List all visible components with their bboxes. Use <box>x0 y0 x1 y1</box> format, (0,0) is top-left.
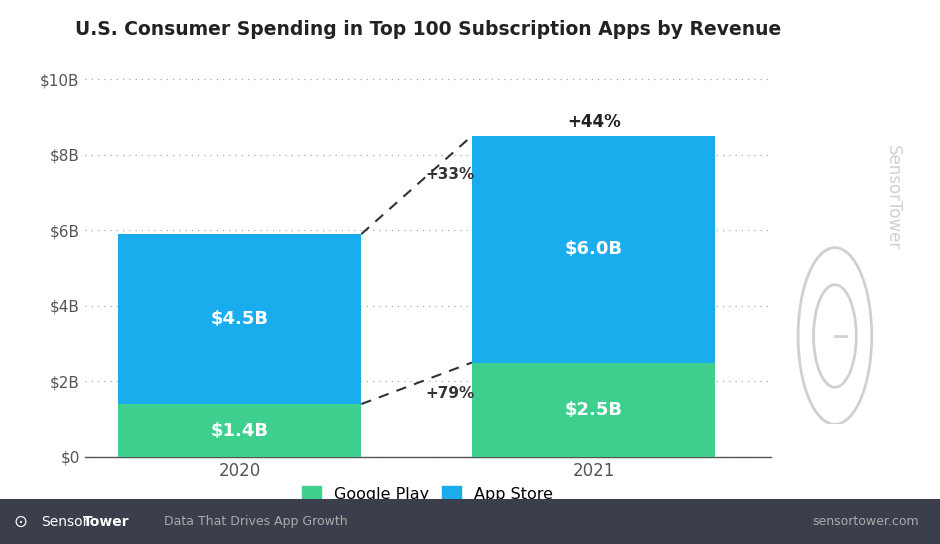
Text: SensorTower: SensorTower <box>884 145 901 250</box>
Legend: Google Play, App Store: Google Play, App Store <box>296 480 559 508</box>
Title: U.S. Consumer Spending in Top 100 Subscription Apps by Revenue: U.S. Consumer Spending in Top 100 Subscr… <box>74 20 781 39</box>
Text: Tower: Tower <box>83 515 130 529</box>
Text: +79%: +79% <box>426 386 475 401</box>
Text: Sensor: Sensor <box>41 515 88 529</box>
Text: sensortower.com: sensortower.com <box>813 515 919 528</box>
Text: $2.5B: $2.5B <box>565 401 622 419</box>
Bar <box>118 404 361 457</box>
Text: Data That Drives App Growth: Data That Drives App Growth <box>164 515 348 528</box>
Text: $1.4B: $1.4B <box>211 422 269 440</box>
Bar <box>472 136 715 362</box>
Text: +33%: +33% <box>426 167 475 182</box>
Text: +44%: +44% <box>567 113 620 131</box>
Bar <box>472 362 715 457</box>
FancyBboxPatch shape <box>0 499 940 544</box>
Bar <box>118 234 361 404</box>
Text: $4.5B: $4.5B <box>211 310 269 328</box>
Text: ⊙: ⊙ <box>14 512 27 531</box>
Text: $6.0B: $6.0B <box>565 240 622 258</box>
